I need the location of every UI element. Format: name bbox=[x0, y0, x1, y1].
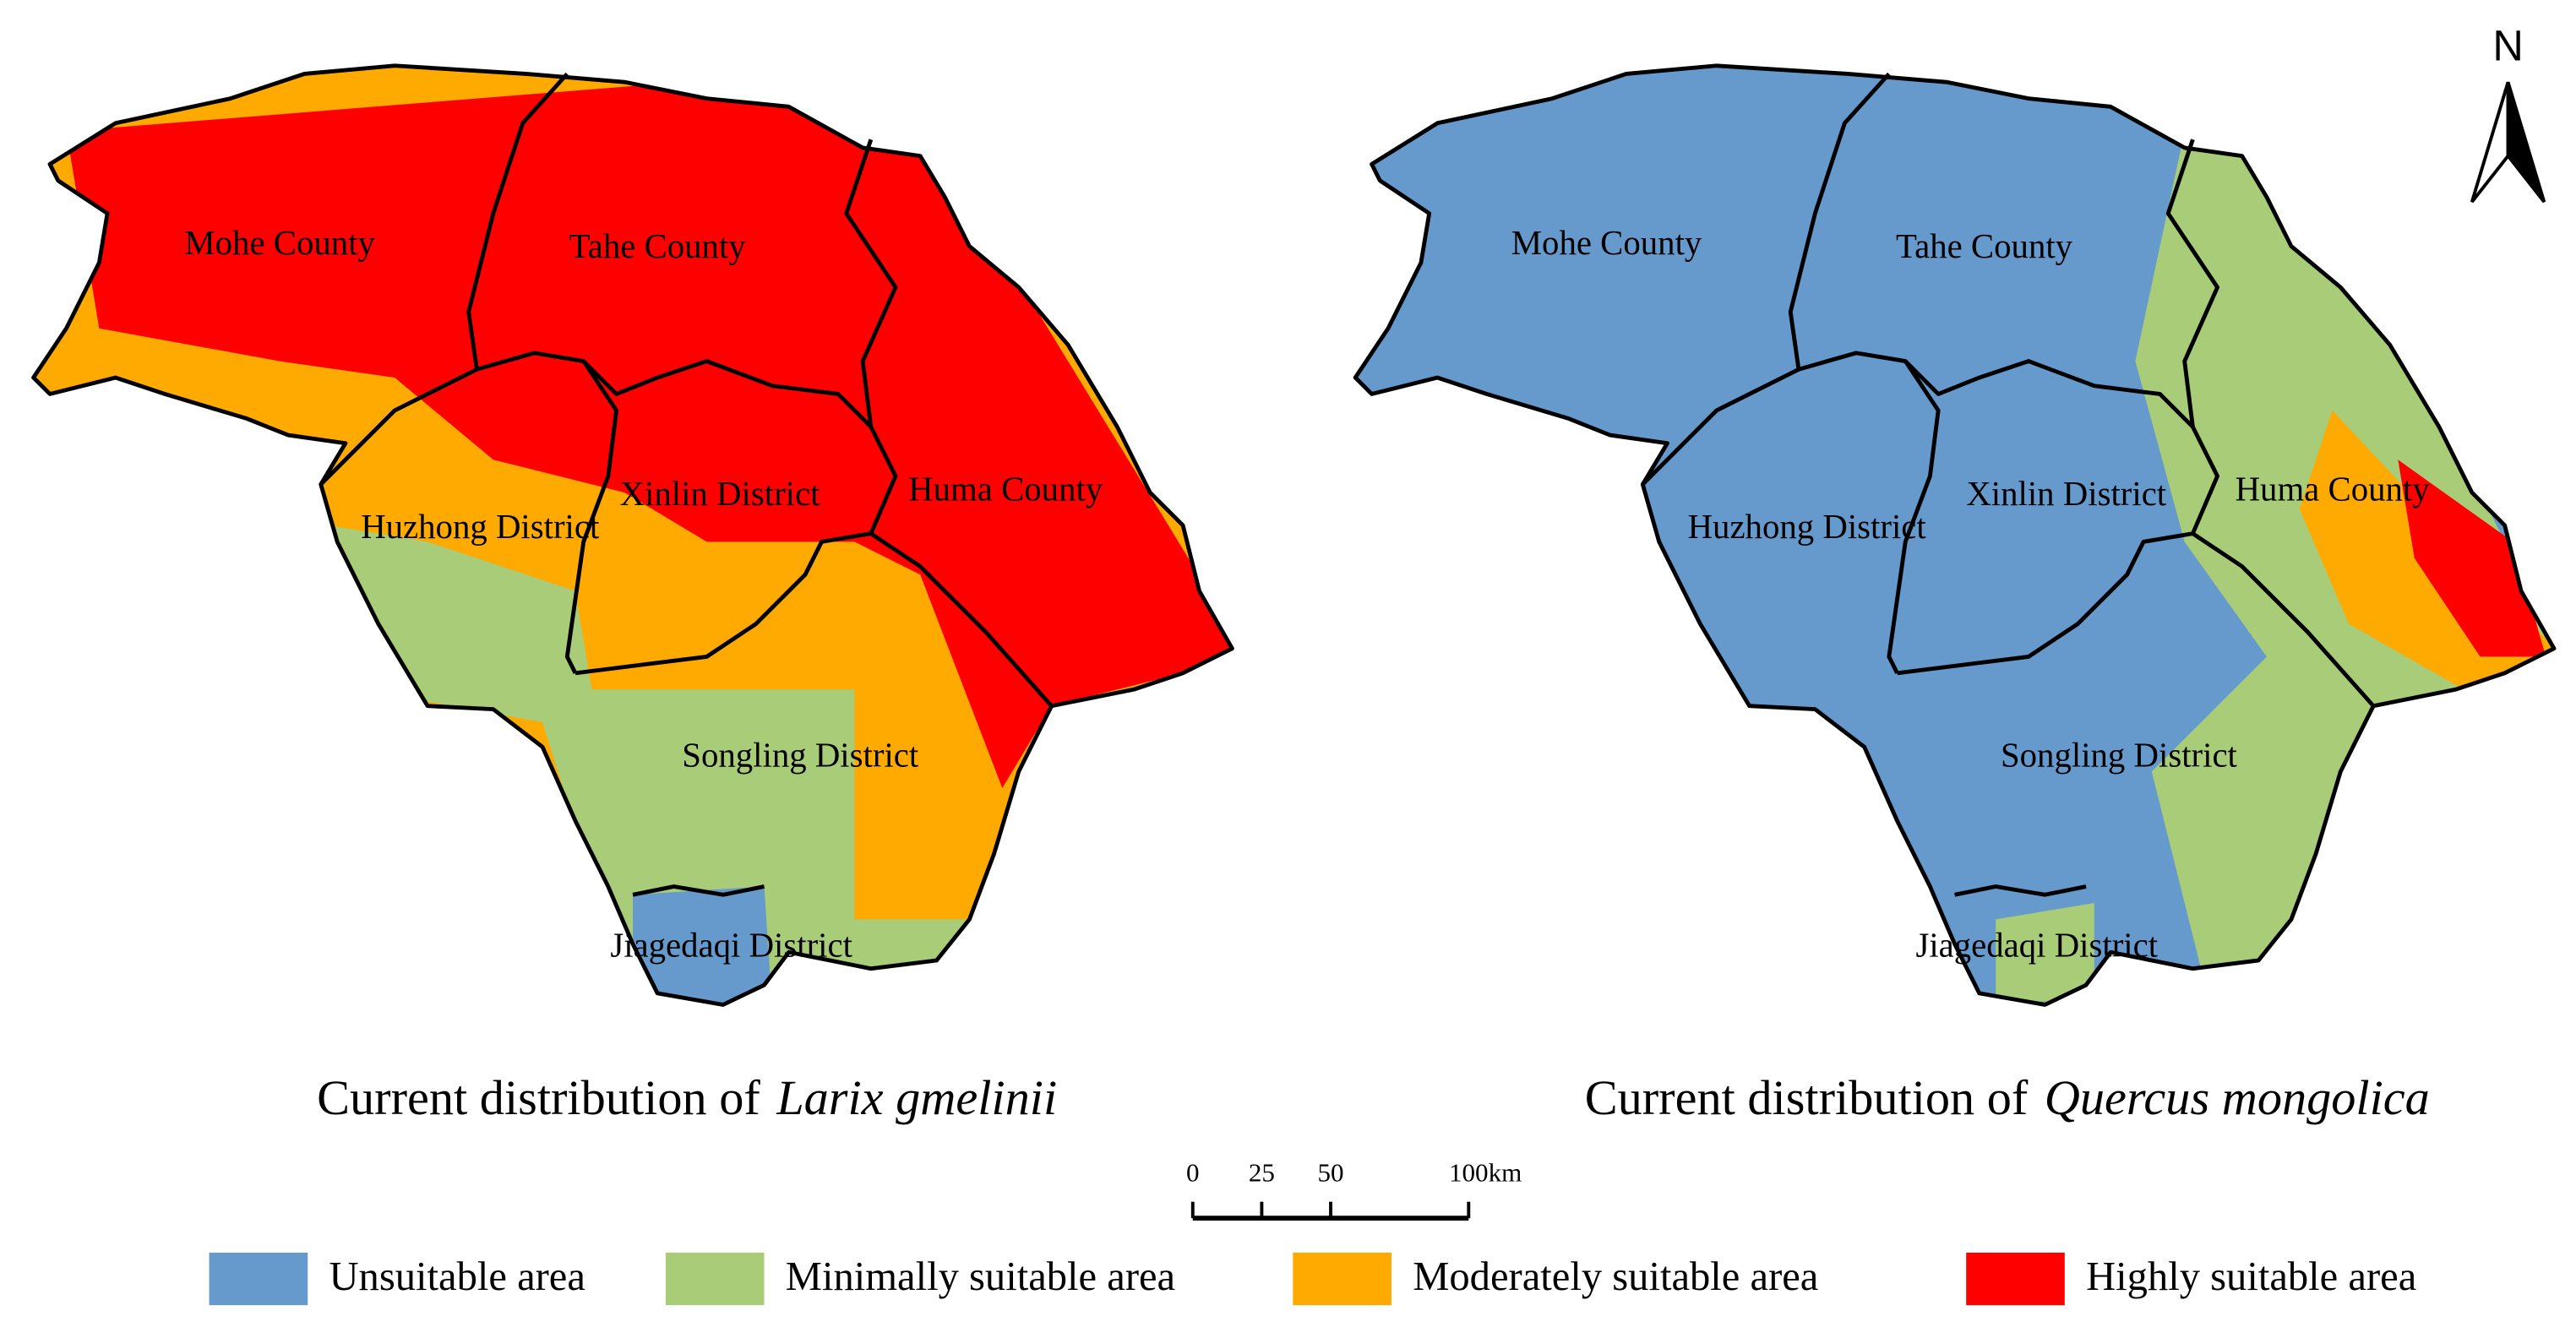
title-text: Current distribution of bbox=[1585, 1070, 2029, 1125]
title-text: Current distribution of bbox=[317, 1070, 760, 1125]
district-label: Jiagedaqi District bbox=[610, 927, 852, 965]
map-right bbox=[1355, 66, 2562, 1005]
map-title: Current distribution of Quercus mongolica bbox=[1585, 1070, 2430, 1125]
district-label: Xinlin District bbox=[1966, 475, 2166, 513]
legend-swatch bbox=[1966, 1252, 2065, 1306]
legend: Unsuitable area Minimally suitable area Mo… bbox=[209, 1252, 2416, 1306]
north-arrow: N bbox=[2470, 22, 2546, 204]
north-label: N bbox=[2492, 22, 2523, 70]
district-label: Tahe County bbox=[569, 227, 747, 265]
district-label: Tahe County bbox=[1896, 227, 2073, 265]
district-label: Songling District bbox=[2001, 736, 2238, 774]
district-label: Huzhong District bbox=[361, 508, 600, 546]
district-label: Mohe County bbox=[184, 224, 375, 262]
scale-unit: km bbox=[1489, 1158, 1522, 1188]
legend-swatch bbox=[665, 1252, 765, 1306]
species-name: Larix gmelinii bbox=[776, 1070, 1057, 1125]
district-label: Huzhong District bbox=[1688, 508, 1927, 546]
species-name: Quercus mongolica bbox=[2045, 1070, 2430, 1125]
region bbox=[633, 886, 773, 1005]
scale-tick-label: 0 bbox=[1186, 1158, 1200, 1188]
scale-tick-label: 100 bbox=[1449, 1158, 1489, 1188]
region bbox=[66, 65, 1233, 788]
district-label: Jiagedaqi District bbox=[1915, 927, 2158, 965]
legend-label: Moderately suitable area bbox=[1413, 1254, 1818, 1299]
region bbox=[1996, 902, 2094, 1002]
legend-label: Unsuitable area bbox=[329, 1254, 585, 1299]
map-title: Current distribution of Larix gmelinii bbox=[317, 1070, 1057, 1125]
scale-tick-label: 25 bbox=[1249, 1158, 1275, 1188]
district-label: Songling District bbox=[682, 736, 919, 774]
legend-swatch bbox=[209, 1252, 308, 1306]
scale-tick-label: 50 bbox=[1317, 1158, 1343, 1188]
district-label: Huma County bbox=[908, 470, 1103, 508]
scale-bar: 0 25 50 100 km bbox=[1186, 1158, 1522, 1221]
region bbox=[2398, 460, 2546, 657]
district-label: Huma County bbox=[2236, 470, 2431, 508]
region bbox=[329, 525, 970, 986]
legend-label: Highly suitable area bbox=[2086, 1254, 2416, 1299]
map-left bbox=[34, 66, 1249, 1010]
legend-label: Minimally suitable area bbox=[786, 1254, 1175, 1299]
legend-swatch bbox=[1293, 1252, 1391, 1306]
district-label: Xinlin District bbox=[620, 475, 820, 513]
district-label: Mohe County bbox=[1511, 224, 1702, 262]
